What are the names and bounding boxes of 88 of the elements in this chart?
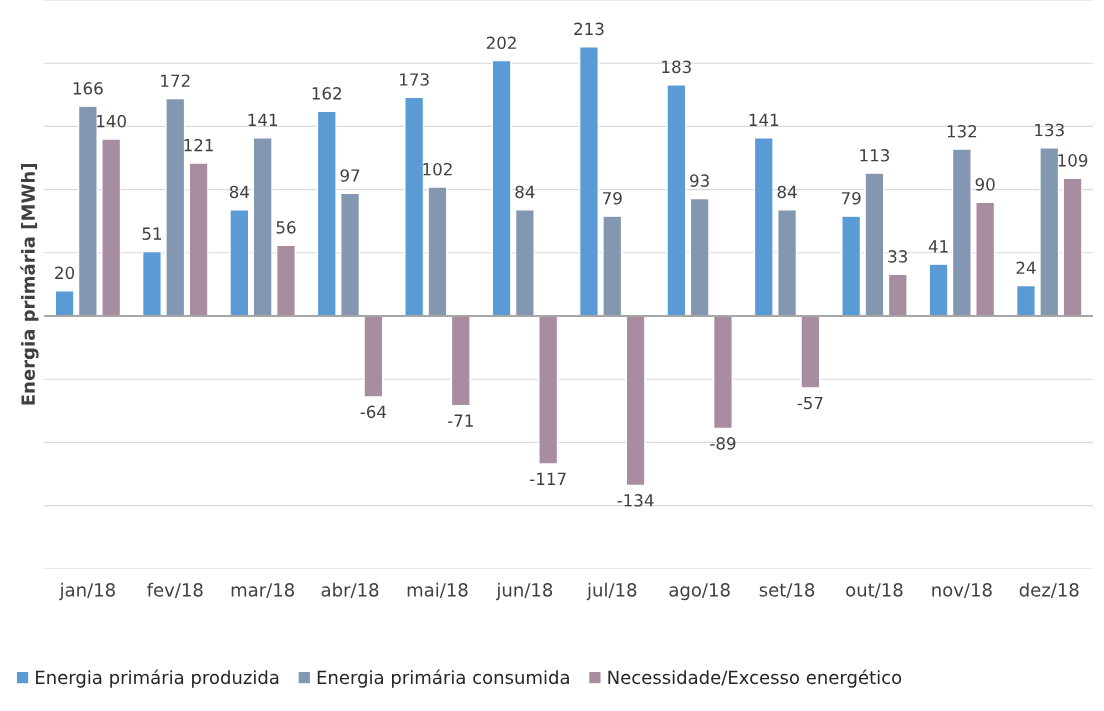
data-label: 79 bbox=[603, 191, 622, 205]
legend-label: Necessidade/Excesso energético bbox=[608, 669, 902, 688]
data-label: 132 bbox=[947, 124, 977, 138]
bar bbox=[666, 83, 687, 317]
data-label: 113 bbox=[860, 149, 890, 162]
data-label: -71 bbox=[447, 414, 473, 427]
data-label: 102 bbox=[423, 162, 452, 176]
bar bbox=[404, 96, 425, 317]
data-label: 90 bbox=[975, 178, 995, 191]
data-label: 84 bbox=[515, 185, 535, 199]
data-label: 93 bbox=[690, 174, 709, 187]
x-tick-label: abr/18 bbox=[321, 582, 379, 599]
bar bbox=[887, 273, 908, 317]
data-label: 79 bbox=[841, 191, 861, 205]
bar bbox=[77, 105, 98, 317]
data-label: 84 bbox=[777, 185, 797, 199]
bar bbox=[101, 138, 122, 317]
bar bbox=[229, 209, 250, 317]
bar bbox=[165, 97, 186, 317]
bar bbox=[928, 263, 949, 317]
data-label: 20 bbox=[55, 266, 75, 280]
data-label: -57 bbox=[797, 396, 823, 410]
x-tick-label: mai/18 bbox=[407, 582, 468, 599]
data-label: 213 bbox=[574, 22, 604, 36]
bar bbox=[275, 244, 296, 317]
bar bbox=[602, 215, 623, 317]
data-label: 140 bbox=[97, 114, 126, 128]
data-label: -89 bbox=[710, 437, 736, 450]
bar bbox=[252, 137, 273, 317]
data-label: -134 bbox=[617, 494, 654, 507]
bar bbox=[578, 46, 599, 317]
bar bbox=[54, 290, 75, 317]
bar bbox=[753, 137, 774, 317]
data-label: 121 bbox=[184, 138, 213, 152]
x-tick-label: jun/18 bbox=[496, 582, 553, 601]
data-label: 33 bbox=[888, 250, 908, 263]
bar bbox=[712, 315, 733, 430]
bar bbox=[689, 197, 710, 317]
bar bbox=[491, 59, 512, 317]
bar bbox=[188, 162, 209, 317]
bar bbox=[340, 192, 361, 317]
x-tick-label: ago/18 bbox=[669, 583, 730, 601]
legend-label: Energia primária consumida bbox=[317, 669, 569, 688]
x-tick-label: dez/18 bbox=[1019, 582, 1079, 599]
data-label: 141 bbox=[248, 113, 278, 126]
data-label: 84 bbox=[229, 185, 250, 199]
x-tick-label: jul/18 bbox=[586, 582, 637, 601]
x-tick-label: set/18 bbox=[759, 583, 815, 599]
y-axis-title: Energia primária [MWh] bbox=[20, 164, 39, 405]
bar bbox=[1062, 177, 1083, 317]
data-label: 133 bbox=[1035, 123, 1064, 137]
data-label: -64 bbox=[360, 405, 387, 419]
bar bbox=[363, 315, 384, 398]
x-tick-label: mar/18 bbox=[231, 583, 294, 599]
data-label: 202 bbox=[486, 36, 516, 50]
data-label: 109 bbox=[1058, 154, 1088, 167]
bar bbox=[841, 215, 862, 317]
data-label: 41 bbox=[928, 240, 948, 253]
bar bbox=[625, 315, 646, 487]
data-label: 97 bbox=[340, 169, 360, 182]
bar bbox=[538, 315, 559, 465]
legend-label: Energia primária produzida bbox=[36, 669, 279, 688]
bar bbox=[951, 148, 972, 317]
data-label: 162 bbox=[312, 87, 341, 100]
data-label: 141 bbox=[749, 113, 779, 126]
x-tick-label: out/18 bbox=[846, 583, 903, 599]
x-tick-label: nov/18 bbox=[932, 583, 992, 599]
bar bbox=[514, 209, 535, 317]
data-label: 51 bbox=[142, 227, 162, 240]
bar bbox=[975, 201, 996, 317]
bar bbox=[427, 186, 448, 317]
data-label: 166 bbox=[73, 82, 103, 95]
x-tick-label: fev/18 bbox=[147, 582, 203, 599]
bar bbox=[316, 110, 337, 317]
bar bbox=[450, 315, 471, 407]
bar bbox=[141, 250, 162, 317]
data-label: 24 bbox=[1016, 261, 1036, 274]
x-tick-label: jan/18 bbox=[59, 582, 115, 601]
data-label: 172 bbox=[161, 74, 190, 87]
bar bbox=[864, 172, 885, 317]
data-label: 173 bbox=[400, 73, 429, 86]
bar bbox=[1015, 284, 1036, 317]
data-label: 183 bbox=[662, 60, 691, 74]
bar bbox=[1039, 147, 1060, 317]
data-label: -117 bbox=[530, 472, 566, 485]
data-label: 56 bbox=[276, 221, 296, 234]
bar bbox=[800, 315, 821, 389]
bar bbox=[777, 209, 798, 317]
